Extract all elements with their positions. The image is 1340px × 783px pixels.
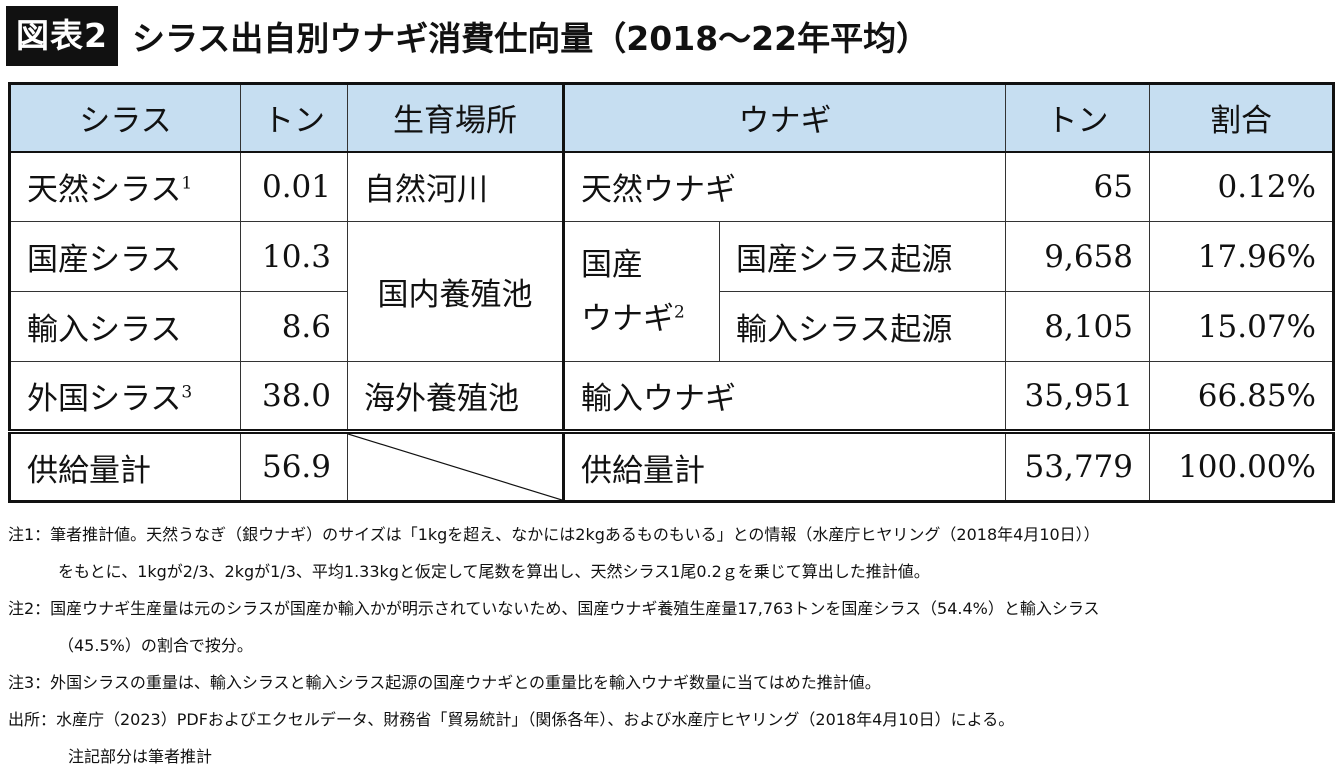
note-3: 注3：外国シラスの重量は、輸入シラスと輸入シラス起源の国産ウナギとの重量比を輸入…: [8, 673, 881, 692]
note-1: 注1：筆者推計値。天然うなぎ（銀ウナギ）のサイズは「1kgを超え、なかには2kg…: [8, 525, 1100, 544]
empty-diagonal-cell: [347, 429, 565, 502]
ton-cell: 8.6: [240, 291, 348, 362]
notes-section: 注1：筆者推計値。天然うなぎ（銀ウナギ）のサイズは「1kgを超え、なかには2kg…: [8, 516, 1334, 775]
total-row: 供給量計 56.9 供給量計 53,779 100.00%: [9, 429, 1334, 502]
ratio-cell: 66.85%: [1149, 361, 1334, 432]
table-header-row: シラス トン 生育場所 ウナギ トン 割合: [9, 83, 1334, 153]
total-shirasu-label: 供給量計: [9, 429, 241, 502]
location-cell: 自然河川: [347, 151, 565, 222]
header-ton-shirasu: トン: [240, 83, 348, 153]
ratio-cell: 15.07%: [1149, 291, 1334, 362]
unagi-ton-cell: 35,951: [1005, 361, 1150, 432]
unagi-ton-cell: 9,658: [1005, 221, 1150, 292]
shirasu-cell: 天然シラス1: [9, 151, 241, 222]
table-row: 天然シラス1 0.01 自然河川 天然ウナギ 65 0.12%: [9, 151, 1334, 222]
diagonal-line: [348, 434, 562, 500]
unagi-sub-cell: 輸入シラス起源: [719, 291, 1006, 362]
footnote-marker: 1: [181, 173, 193, 194]
footnote-marker: 2: [674, 302, 685, 323]
shirasu-label: 天然シラス: [27, 172, 182, 209]
total-unagi-ton-cell: 53,779: [1005, 429, 1150, 502]
total-ton-cell: 56.9: [240, 429, 348, 502]
table-row: 外国シラス3 38.0 海外養殖池 輸入ウナギ 35,951 66.85%: [9, 361, 1334, 432]
header-ratio: 割合: [1149, 83, 1334, 153]
location-cell: 海外養殖池: [347, 361, 565, 432]
figure-title: シラス出自別ウナギ消費仕向量（2018〜22年平均）: [131, 19, 930, 58]
header-unagi: ウナギ: [563, 83, 1006, 153]
note-2-continued: （45.5%）の割合で按分。: [58, 636, 253, 655]
table-row: 国産シラス 10.3 国内養殖池 国産 ウナギ2 国産シラス起源 9,658 1…: [9, 221, 1334, 362]
footnote-marker: 3: [181, 382, 193, 403]
total-unagi-label: 供給量計: [563, 429, 1006, 502]
unagi-group-cell: 国産 ウナギ2: [563, 221, 720, 362]
ton-cell: 10.3: [240, 221, 348, 292]
location-cell-merged: 国内養殖池: [347, 221, 565, 362]
eel-consumption-table: シラス トン 生育場所 ウナギ トン 割合 天然シラス1 0.01 自然河川 天…: [8, 82, 1335, 503]
note-1-continued: をもとに、1kgが2/3、2kgが1/3、平均1.33kgと仮定して尾数を算出し…: [58, 562, 930, 581]
unagi-cell: 天然ウナギ: [563, 151, 1006, 222]
shirasu-cell: 輸入シラス: [9, 291, 241, 362]
unagi-ton-cell: 65: [1005, 151, 1150, 222]
ton-cell: 38.0: [240, 361, 348, 432]
ratio-cell: 17.96%: [1149, 221, 1334, 292]
source-note-continued: 注記部分は筆者推計: [68, 747, 213, 766]
source-note: 出所：水産庁（2023）PDFおよびエクセルデータ、財務省「貿易統計」（関係各年…: [8, 710, 1015, 729]
ton-cell: 0.01: [240, 151, 348, 222]
ratio-cell: 0.12%: [1149, 151, 1334, 222]
shirasu-cell: 外国シラス3: [9, 361, 241, 432]
note-2: 注2：国産ウナギ生産量は元のシラスが国産か輸入かが明示されていないため、国産ウナ…: [8, 599, 1100, 618]
shirasu-cell: 国産シラス: [9, 221, 241, 292]
unagi-sub-cell: 国産シラス起源: [719, 221, 1006, 292]
title-row: 図表2 シラス出自別ウナギ消費仕向量（2018〜22年平均）: [6, 6, 929, 66]
unagi-group-line2: ウナギ: [581, 300, 674, 337]
header-location: 生育場所: [347, 83, 565, 153]
unagi-group-line1: 国産: [581, 246, 643, 283]
unagi-cell: 輸入ウナギ: [563, 361, 1006, 432]
unagi-ton-cell: 8,105: [1005, 291, 1150, 362]
unagi-group-line2-wrap: ウナギ2: [581, 292, 703, 346]
total-ratio-cell: 100.00%: [1149, 429, 1334, 502]
header-ton-unagi: トン: [1005, 83, 1150, 153]
figure-badge: 図表2: [6, 6, 118, 66]
header-shirasu: シラス: [9, 83, 241, 153]
shirasu-label: 外国シラス: [27, 381, 182, 417]
